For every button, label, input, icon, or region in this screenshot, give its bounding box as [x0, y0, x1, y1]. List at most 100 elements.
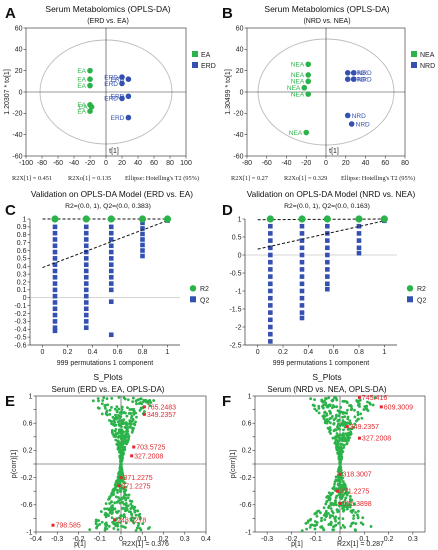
q2-point: [325, 245, 330, 251]
variable-point: [99, 510, 103, 513]
variable-point: [123, 492, 127, 496]
highlight-point: [357, 436, 361, 440]
q2-point: [140, 248, 145, 253]
footer-r2x: R2X[1] = 0.27: [231, 175, 268, 182]
point-label: NRD: [352, 70, 366, 77]
q2-point: [108, 299, 114, 304]
y-tick-label: 0.9: [17, 224, 27, 231]
panel-e: E S_Plots Serum (ERD vs. EA, OPLS-DA) -0…: [0, 370, 219, 550]
variable-point: [118, 450, 122, 454]
q2-point: [108, 268, 114, 274]
variable-point: [121, 496, 125, 500]
variable-point: [88, 528, 92, 532]
variable-point: [325, 500, 329, 504]
variable-point: [127, 436, 131, 440]
variable-point: [335, 405, 339, 409]
x-axis-label: p[1]: [291, 541, 303, 548]
highlight-label: 745.416: [362, 395, 387, 402]
variable-point: [126, 496, 130, 500]
highlight-label: 371.2275: [124, 475, 153, 482]
variable-point: [337, 436, 341, 439]
variable-point: [125, 414, 129, 418]
r2-regression-line: [257, 218, 385, 221]
variable-point: [114, 423, 118, 427]
point-label: NRD: [352, 77, 366, 84]
data-point: [305, 61, 312, 68]
q2-point: [356, 231, 362, 236]
variable-point: [117, 509, 120, 513]
legend-swatch: [411, 51, 417, 57]
variable-point: [142, 400, 145, 403]
variable-point: [353, 415, 357, 419]
y-tick-label: -0.5: [14, 334, 26, 341]
variable-point: [331, 436, 335, 440]
r2-point: [266, 215, 274, 223]
highlight-label: 349.2357: [147, 412, 176, 419]
variable-point: [119, 425, 123, 428]
q2-point: [140, 237, 145, 242]
plot-area: 0 0.2 0.4 0.6 0.8 1 -2.5 -2 -1.5 -1 -0.5 0 0.5 1 R2 Q2: [229, 215, 426, 356]
x-tick-label: 0.6: [329, 349, 339, 356]
data-point: [350, 76, 357, 82]
variable-point: [345, 400, 348, 404]
variable-point: [337, 521, 341, 525]
variable-point: [341, 434, 345, 438]
variable-point: [334, 515, 338, 519]
variable-point: [353, 422, 357, 426]
variable-point: [126, 406, 129, 410]
variable-point: [117, 470, 121, 474]
variable-point: [119, 514, 123, 518]
variable-point: [356, 509, 360, 513]
variable-point: [116, 528, 120, 532]
variable-point: [320, 516, 324, 520]
variable-point: [128, 425, 132, 429]
variable-point: [152, 399, 156, 402]
highlight-point: [130, 454, 134, 458]
variable-point: [329, 523, 333, 527]
variable-point: [333, 524, 336, 528]
highlight-label: 318.3007: [343, 472, 372, 479]
y-tick-label: 0: [240, 89, 244, 96]
chart-title: Serum Metabolomics (OPLS-DA): [264, 4, 389, 14]
y-tick-label: 60: [236, 25, 244, 32]
y-tick-label: -1: [26, 529, 32, 536]
variable-point: [315, 514, 319, 518]
variable-point: [121, 435, 125, 438]
variable-point: [135, 526, 139, 530]
q2-point: [52, 256, 58, 261]
variable-point: [330, 406, 334, 410]
variable-point: [355, 399, 359, 402]
variable-point: [331, 487, 335, 490]
variable-point: [328, 421, 332, 425]
legend-swatch-q2: [407, 296, 413, 303]
variable-point: [335, 494, 339, 498]
variable-point: [111, 489, 115, 493]
variable-point: [345, 442, 349, 446]
variable-point: [144, 398, 148, 402]
variable-point: [134, 399, 138, 403]
x-tick-label: 0.2: [63, 349, 73, 356]
variable-point: [103, 528, 107, 532]
x-tick-label: -40: [69, 160, 79, 167]
variable-point: [116, 446, 120, 450]
point-label: NEA: [291, 79, 305, 86]
variable-point: [102, 396, 106, 400]
variable-point: [339, 484, 343, 488]
variable-point: [148, 404, 152, 408]
y-tick-label: -1: [245, 529, 251, 536]
variable-point: [118, 516, 121, 520]
variable-point: [113, 501, 117, 505]
variable-point: [127, 510, 131, 514]
variable-point: [354, 511, 358, 514]
data-point: [303, 129, 310, 136]
q2-point: [83, 262, 89, 267]
x-tick-label: 0: [41, 349, 45, 356]
panel-c: C Validation on OPLS-DA Model (ERD vs. E…: [0, 185, 219, 370]
footer-r2x: R2X[1] = 0.287: [337, 541, 384, 548]
y-tick-label: 0.5: [232, 234, 242, 241]
y-tick-label: -20: [233, 111, 243, 118]
variable-point: [343, 483, 347, 487]
variable-point: [114, 481, 118, 485]
highlight-point: [119, 476, 123, 480]
variable-point: [350, 522, 354, 526]
